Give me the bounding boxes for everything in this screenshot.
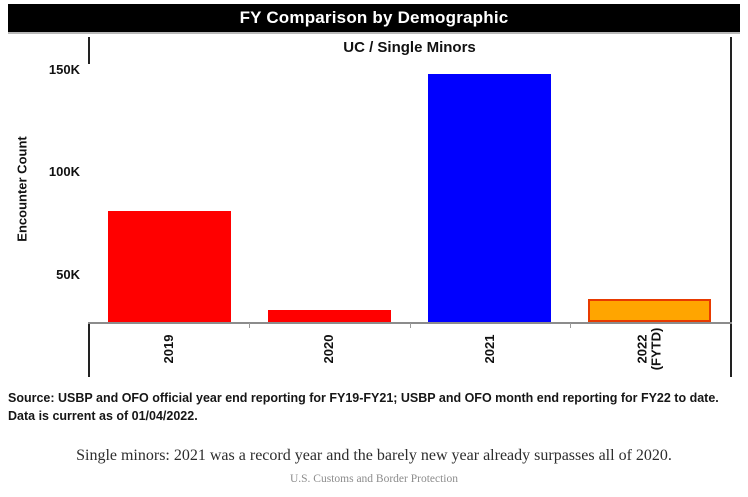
bar-2019 bbox=[107, 211, 231, 322]
bar-2020 bbox=[267, 309, 391, 322]
x-tick-label-2019: 2019 bbox=[160, 334, 176, 364]
x-tick-label-2021: 2021 bbox=[481, 334, 497, 364]
source-text: USBP and OFO official year end reporting… bbox=[8, 391, 719, 424]
plot-border-left-bottom bbox=[88, 322, 90, 377]
chart-title-bar: FY Comparison by Demographic bbox=[8, 4, 740, 32]
chart-subtitle: UC / Single Minors bbox=[343, 39, 476, 56]
x-tick-label-2020: 2020 bbox=[321, 334, 337, 364]
caption: Single minors: 2021 was a record year an… bbox=[76, 447, 672, 464]
plot-border-right bbox=[730, 37, 732, 377]
x-axis-boundary-tick bbox=[409, 323, 411, 328]
source-label: Source: bbox=[8, 391, 55, 405]
attribution: U.S. Customs and Border Protection bbox=[289, 473, 459, 485]
y-tick-label-150K: 150K bbox=[48, 61, 80, 77]
y-tick-label-50K: 50K bbox=[56, 266, 80, 282]
y-axis-title: Encounter Count bbox=[14, 136, 30, 242]
source-note: Source: USBP and OFO official year end r… bbox=[8, 389, 746, 425]
y-tick-label-100K: 100K bbox=[48, 164, 80, 180]
bar-2022 bbox=[588, 299, 712, 322]
x-tick-label-2022: 2022 (FYTD) bbox=[634, 327, 664, 371]
chart-title: FY Comparison by Demographic bbox=[239, 8, 509, 27]
plot-border-left-top bbox=[88, 37, 90, 64]
plot-area bbox=[88, 37, 732, 377]
bar-2021 bbox=[428, 73, 552, 322]
x-axis-boundary-tick bbox=[569, 323, 571, 328]
x-axis-boundary-tick bbox=[249, 323, 251, 328]
